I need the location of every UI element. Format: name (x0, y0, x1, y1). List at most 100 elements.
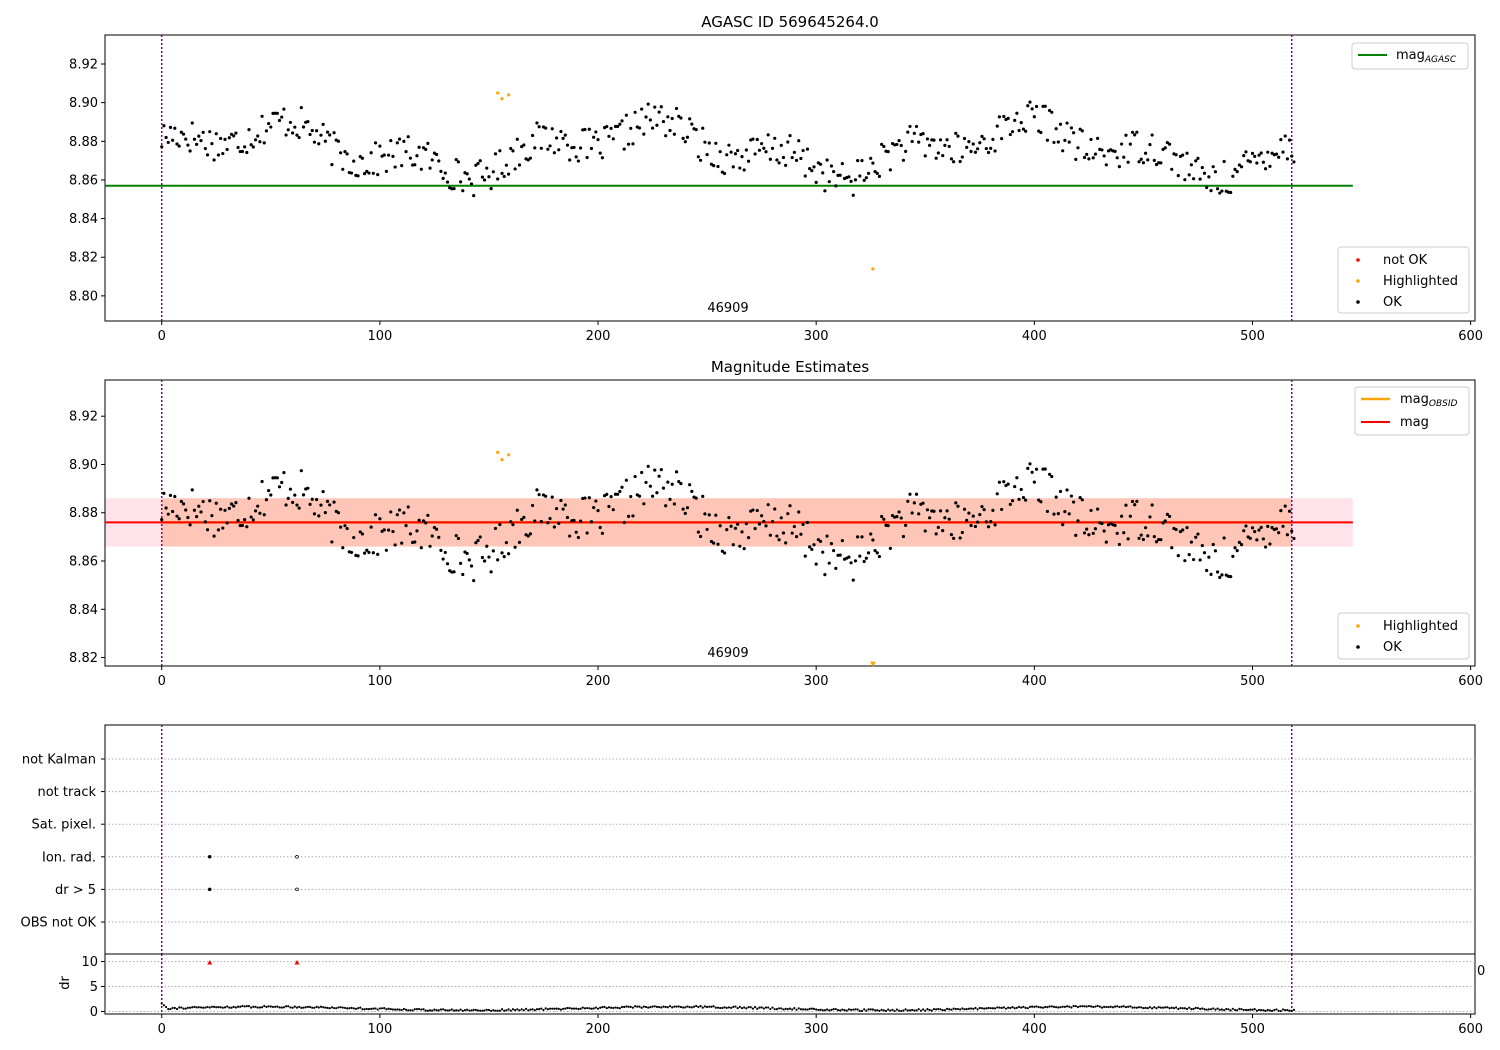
ok-point (408, 156, 413, 160)
dr-point (402, 1007, 405, 1011)
dr-x-ticks: 0 100 200 300 400 500 600 (158, 1014, 1483, 1037)
ok-point (343, 524, 347, 528)
ok-point (485, 166, 489, 170)
ok-point (1130, 130, 1135, 134)
ok-point (1058, 122, 1063, 126)
dr-point (378, 1007, 381, 1010)
dr-point (322, 1006, 325, 1009)
ok-point (317, 142, 321, 146)
dr-point (164, 1005, 168, 1009)
dr-point (795, 1008, 798, 1011)
ok-point (530, 503, 535, 508)
dr-point (1236, 1009, 1239, 1012)
dr-point (745, 1007, 748, 1010)
dr-point (858, 1009, 861, 1012)
ok-point (461, 189, 465, 193)
ok-point (1074, 533, 1078, 537)
ok-point (941, 153, 945, 158)
dr-point (799, 1008, 803, 1011)
dr-point (895, 1008, 898, 1011)
ok-point (1052, 140, 1056, 145)
ok-point (1183, 178, 1187, 182)
ok-point (330, 163, 334, 167)
dr-point (956, 1007, 960, 1011)
ok-point (1220, 189, 1224, 193)
ok-point (1063, 138, 1067, 142)
ok-point (1174, 527, 1178, 532)
ok-point (489, 570, 493, 574)
ok-point (1091, 156, 1095, 160)
ok-point (993, 149, 997, 153)
y-tick-label: 8.86 (69, 173, 98, 188)
ok-point (1082, 155, 1087, 160)
dr-point (1192, 1007, 1195, 1010)
ok-point (825, 158, 829, 162)
dr-point (559, 1008, 563, 1011)
ok-point (232, 134, 236, 138)
ok-point (328, 503, 332, 507)
ok-point (971, 514, 975, 518)
ok-point (517, 540, 522, 545)
dr-point (1146, 1007, 1149, 1010)
ok-point (506, 172, 511, 176)
dr-point (616, 1006, 619, 1009)
ok-point (958, 536, 962, 540)
ok-point (965, 145, 969, 149)
dr-point (662, 1005, 665, 1008)
ok-point (1170, 167, 1174, 171)
flag-row-label: Ion. rad. (42, 850, 96, 865)
dr-point (948, 1008, 951, 1011)
ok-point (493, 152, 498, 156)
ok-point (1113, 523, 1117, 527)
ok-point (572, 518, 576, 523)
ok-point (1146, 534, 1150, 538)
ok-point (725, 153, 729, 157)
ok-point (369, 525, 373, 529)
ok-point (664, 134, 668, 138)
ok-point (504, 541, 509, 545)
dr-point (1015, 1006, 1018, 1009)
ok-point (284, 503, 288, 507)
ok-point (424, 521, 428, 525)
dr-point (206, 1005, 209, 1009)
dr-point (199, 1006, 203, 1009)
ok-point (1085, 527, 1089, 531)
ok-point (982, 137, 986, 141)
ok-point (247, 496, 251, 500)
dr-point (1013, 1007, 1016, 1010)
ok-point (814, 180, 818, 185)
ok-point (688, 117, 692, 121)
ok-point (827, 561, 831, 565)
ok-point (517, 163, 522, 167)
ok-point (958, 159, 962, 164)
ok-point (825, 534, 829, 538)
dr-point (1159, 1006, 1162, 1009)
dr-point (274, 1005, 277, 1008)
ok-point (395, 513, 399, 517)
dr-point (841, 1008, 844, 1011)
ok-point (192, 508, 197, 512)
ok-point (378, 517, 382, 521)
dr-point (647, 1006, 650, 1009)
ok-point (456, 536, 461, 541)
ok-point (672, 132, 676, 136)
ok-point (701, 494, 705, 499)
ok-point (557, 521, 561, 525)
dr-point (241, 1004, 244, 1008)
ok-point (522, 515, 526, 519)
ok-point (912, 131, 916, 136)
ok-point (578, 146, 583, 150)
ok-point (851, 578, 855, 582)
dr-point (891, 1008, 894, 1011)
agasc-legend-sub: AGASC (1424, 55, 1457, 65)
ok-point (526, 534, 530, 538)
ok-point (164, 135, 168, 140)
dr-point (579, 1007, 582, 1010)
ok-point (910, 139, 914, 144)
ok-point (655, 123, 659, 127)
dr-point (978, 1006, 981, 1010)
ok-point (491, 170, 495, 174)
dr-point (1026, 1007, 1029, 1010)
ok-point (895, 515, 899, 519)
dr-point (1068, 1005, 1071, 1008)
